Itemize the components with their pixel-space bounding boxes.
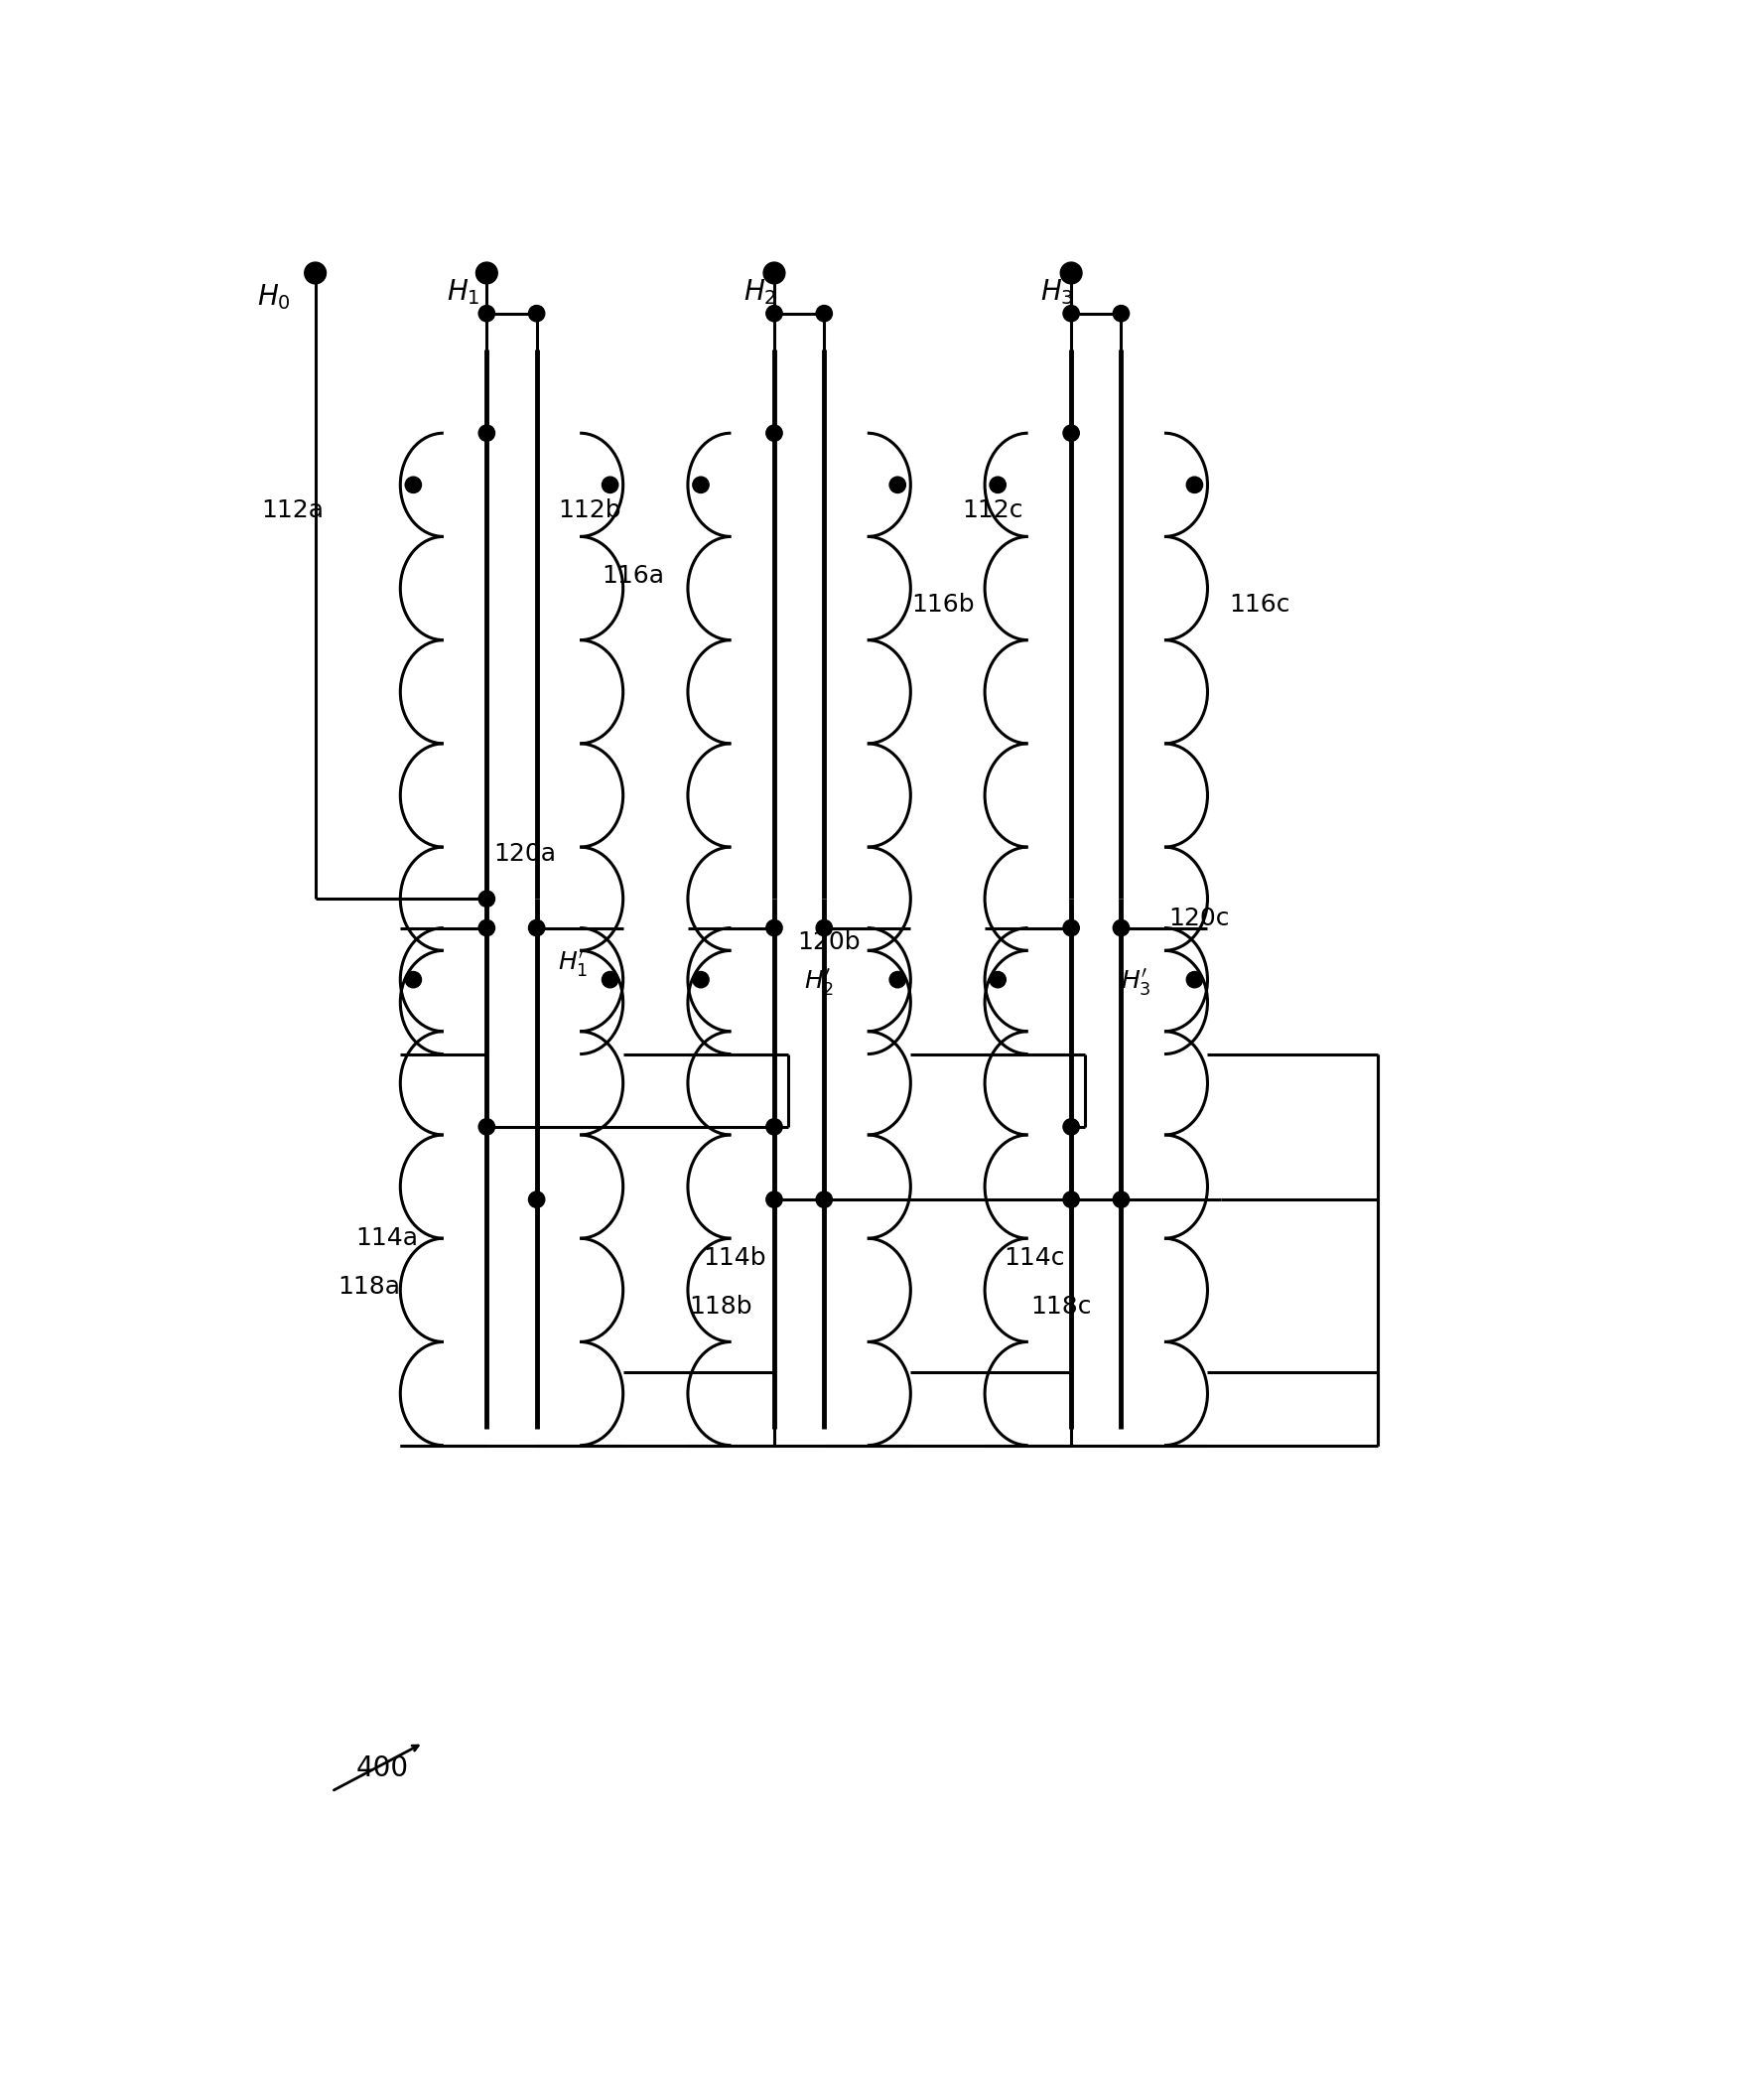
Text: 114a: 114a [356,1226,419,1250]
Circle shape [817,304,833,321]
Text: 116b: 116b [912,592,975,617]
Text: 120b: 120b [798,930,861,953]
Circle shape [692,477,708,494]
Text: 118b: 118b [689,1294,752,1319]
Text: 112a: 112a [261,500,324,523]
Circle shape [305,262,326,284]
Circle shape [405,477,421,494]
Circle shape [1062,1119,1080,1134]
Text: $H_3'$: $H_3'$ [1122,968,1152,998]
Text: $H_3$: $H_3$ [1040,277,1073,307]
Circle shape [601,972,619,987]
Circle shape [889,972,906,987]
Text: $H_0$: $H_0$ [258,284,291,313]
Circle shape [889,477,906,494]
Circle shape [1187,477,1203,494]
Text: 116a: 116a [601,563,664,588]
Circle shape [817,1191,833,1208]
Circle shape [479,920,494,937]
Text: 112b: 112b [557,500,621,523]
Circle shape [692,972,708,987]
Circle shape [529,920,545,937]
Text: $H_2'$: $H_2'$ [805,968,834,998]
Circle shape [1113,1191,1129,1208]
Circle shape [479,424,494,441]
Circle shape [601,477,619,494]
Text: $H_2$: $H_2$ [743,277,777,307]
Circle shape [766,304,782,321]
Text: 120c: 120c [1169,907,1229,930]
Circle shape [1062,304,1080,321]
Text: 400: 400 [356,1756,408,1783]
Text: 112c: 112c [962,500,1024,523]
Circle shape [1113,920,1129,937]
Circle shape [475,262,498,284]
Circle shape [990,972,1006,987]
Circle shape [1062,424,1080,441]
Text: 114b: 114b [703,1245,766,1270]
Text: 118a: 118a [338,1275,401,1298]
Circle shape [766,920,782,937]
Text: 116c: 116c [1229,592,1290,617]
Text: $H_1$: $H_1$ [447,277,480,307]
Circle shape [817,920,833,937]
Circle shape [1061,262,1082,284]
Text: $H_1'$: $H_1'$ [557,947,589,979]
Circle shape [766,424,782,441]
Circle shape [1062,1191,1080,1208]
Circle shape [479,1119,494,1134]
Circle shape [990,477,1006,494]
Text: 118c: 118c [1031,1294,1092,1319]
Circle shape [529,304,545,321]
Text: 120a: 120a [494,842,556,865]
Circle shape [479,304,494,321]
Circle shape [1187,972,1203,987]
Circle shape [766,1119,782,1134]
Circle shape [1062,920,1080,937]
Text: 114c: 114c [1004,1245,1064,1270]
Circle shape [479,890,494,907]
Circle shape [763,262,785,284]
Circle shape [766,1191,782,1208]
Circle shape [529,1191,545,1208]
Circle shape [1113,304,1129,321]
Circle shape [405,972,421,987]
